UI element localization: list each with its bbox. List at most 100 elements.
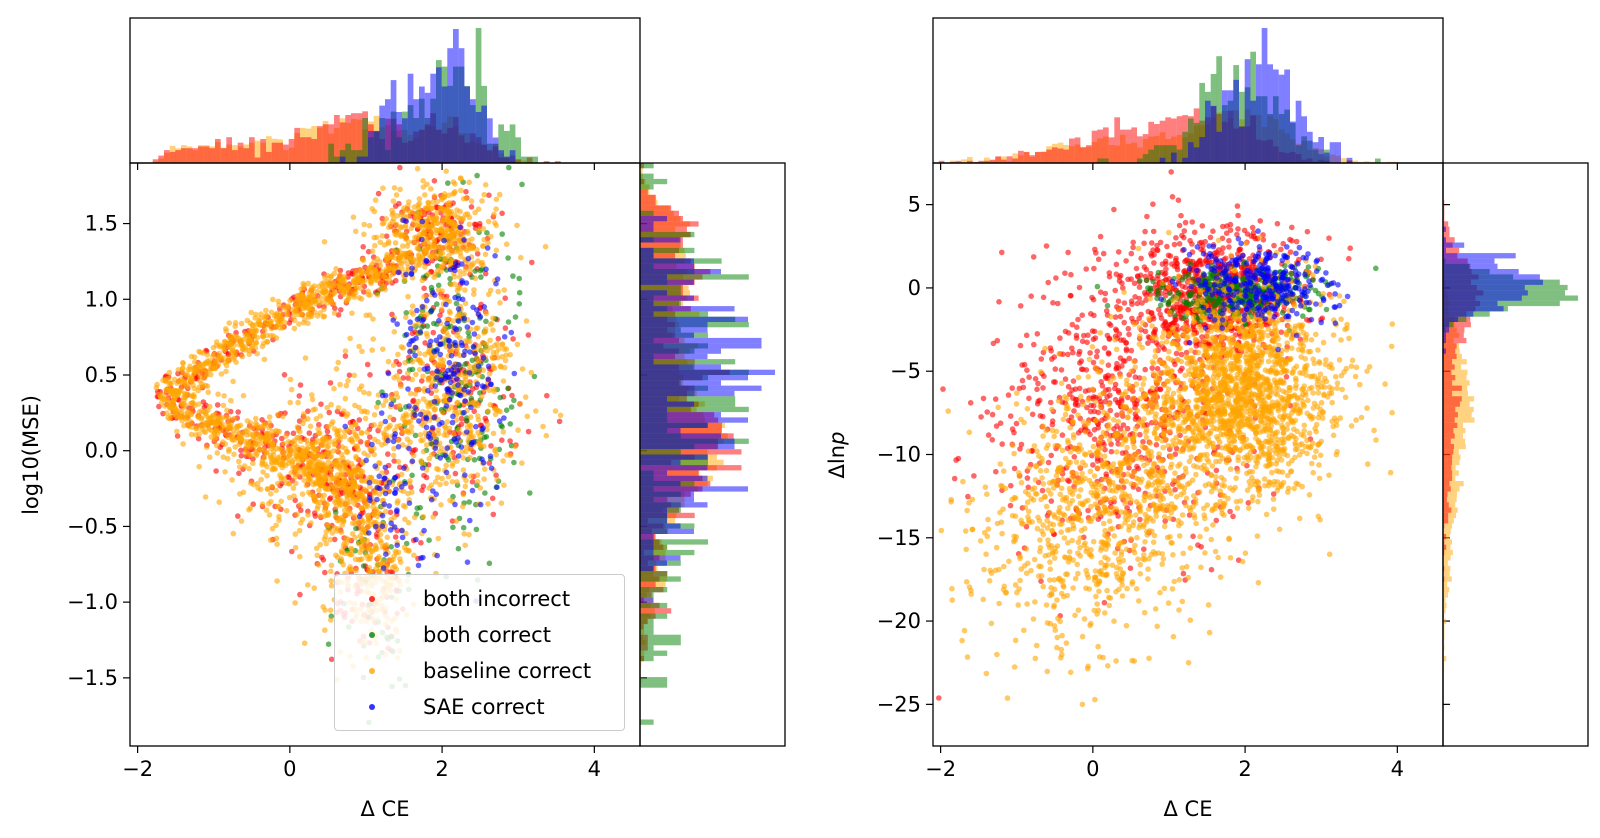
scatter-point-blue (412, 404, 418, 411)
scatter-point-orange (443, 480, 449, 487)
scatter-point-red (364, 361, 371, 368)
scatter-point-orange (507, 351, 513, 358)
scatter-point-orange (268, 498, 274, 505)
scatter-point-orange (337, 283, 343, 290)
scatter-point-blue (394, 508, 400, 515)
scatter-point-blue (379, 523, 386, 529)
scatter-point-orange (406, 548, 412, 554)
scatter-point-orange (332, 438, 339, 444)
scatter-point-orange (389, 212, 396, 218)
y-tick-label: 0.0 (85, 439, 118, 463)
scatter-point-orange (267, 537, 274, 543)
scatter-point-orange (469, 242, 475, 249)
scatter-point-orange (411, 219, 417, 226)
scatter-point-orange (405, 293, 411, 300)
y-tick-label: −1.0 (67, 590, 118, 614)
right-hist-bar-green (640, 682, 668, 688)
scatter-point-orange (369, 248, 376, 254)
scatter-point-orange (302, 470, 308, 476)
scatter-point-orange (387, 414, 393, 421)
scatter-point-orange (273, 335, 280, 341)
scatter-point-orange (456, 409, 463, 415)
left-y-axis-label: log10(MSE) (19, 395, 43, 515)
scatter-point-orange (262, 315, 268, 322)
scatter-point-orange (488, 233, 494, 240)
top-hist-bar-blue (430, 73, 436, 163)
top-hist-bar-green (509, 124, 516, 163)
scatter-point-orange (414, 240, 421, 246)
scatter-point-red (214, 402, 221, 408)
scatter-point-blue (382, 418, 389, 425)
scatter-point-blue (399, 534, 406, 541)
scatter-point-orange (327, 607, 334, 613)
scatter-point-orange (435, 427, 441, 433)
scatter-point-orange (283, 306, 290, 313)
scatter-point-orange (483, 310, 490, 317)
top-hist-bar-red (266, 151, 272, 163)
top-hist-bar-red (300, 137, 306, 163)
scatter-point-red (361, 289, 367, 295)
right-hist-bar-red (640, 205, 672, 211)
scatter-point-orange (450, 318, 457, 324)
scatter-point-orange (468, 473, 474, 479)
scatter-point-orange (297, 501, 304, 508)
scatter-point-orange (257, 321, 264, 327)
scatter-point-blue (467, 517, 473, 524)
scatter-point-green (375, 399, 382, 406)
scatter-point-orange (393, 192, 400, 198)
scatter-point-green (531, 373, 538, 380)
scatter-point-red (391, 458, 398, 464)
scatter-point-orange (323, 501, 329, 507)
scatter-point-red (1102, 297, 1108, 303)
scatter-point-green (428, 284, 435, 291)
scatter-point-orange (351, 292, 357, 298)
scatter-point-orange (430, 199, 436, 205)
scatter-point-green (445, 457, 452, 463)
right-scatter-plot: −2 0 2 4 50−5−10−15−20−25 (877, 162, 1450, 781)
scatter-point-orange (351, 482, 357, 488)
scatter-point-orange (439, 263, 445, 270)
scatter-point-orange (180, 404, 187, 411)
scatter-point-orange (268, 318, 274, 325)
scatter-point-green (460, 524, 467, 531)
scatter-point-orange (390, 198, 397, 204)
scatter-point-orange (460, 491, 467, 498)
scatter-point-orange (371, 258, 378, 265)
top-hist-bar-red (215, 139, 221, 163)
top-hist-bar-blue (379, 105, 385, 163)
scatter-point-orange (396, 402, 403, 409)
scatter-point-orange (266, 414, 273, 420)
right-hist-bar-red (640, 608, 672, 614)
right-hist-bar-blue (640, 507, 667, 513)
scatter-point-blue (443, 469, 450, 476)
scatter-point-orange (458, 245, 465, 252)
scatter-point-red (326, 496, 333, 502)
scatter-point-blue (395, 444, 402, 450)
scatter-point-orange (384, 534, 391, 541)
right-hist-bar-blue (640, 560, 667, 566)
scatter-point-orange (260, 446, 267, 453)
scatter-point-orange (246, 452, 252, 458)
scatter-point-orange (296, 527, 303, 534)
scatter-point-blue (471, 331, 478, 337)
top-hist-bar-green (1097, 158, 1103, 163)
scatter-point-orange (456, 312, 462, 318)
top-hist-bar-red (1120, 129, 1126, 163)
x-tick-label: −2 (122, 757, 153, 781)
top-hist-bar-red (339, 122, 346, 163)
scatter-point-blue (402, 480, 408, 487)
scatter-point-blue (399, 527, 405, 534)
scatter-point-orange (429, 354, 436, 360)
scatter-point-orange (406, 208, 413, 215)
scatter-point-green (499, 424, 505, 430)
scatter-point-orange (334, 528, 340, 534)
scatter-point-orange (347, 551, 354, 558)
left-scatter-plot: −2 0 2 4 −1.5−1.0−0.50.00.51.01.5 (67, 162, 647, 781)
scatter-point-orange (315, 562, 322, 568)
scatter-point-orange (409, 303, 416, 310)
scatter-point-orange (339, 522, 346, 528)
scatter-point-green (483, 318, 489, 325)
scatter-point-orange (429, 451, 435, 458)
scatter-point-blue (376, 473, 383, 480)
scatter-point-orange (246, 347, 252, 354)
